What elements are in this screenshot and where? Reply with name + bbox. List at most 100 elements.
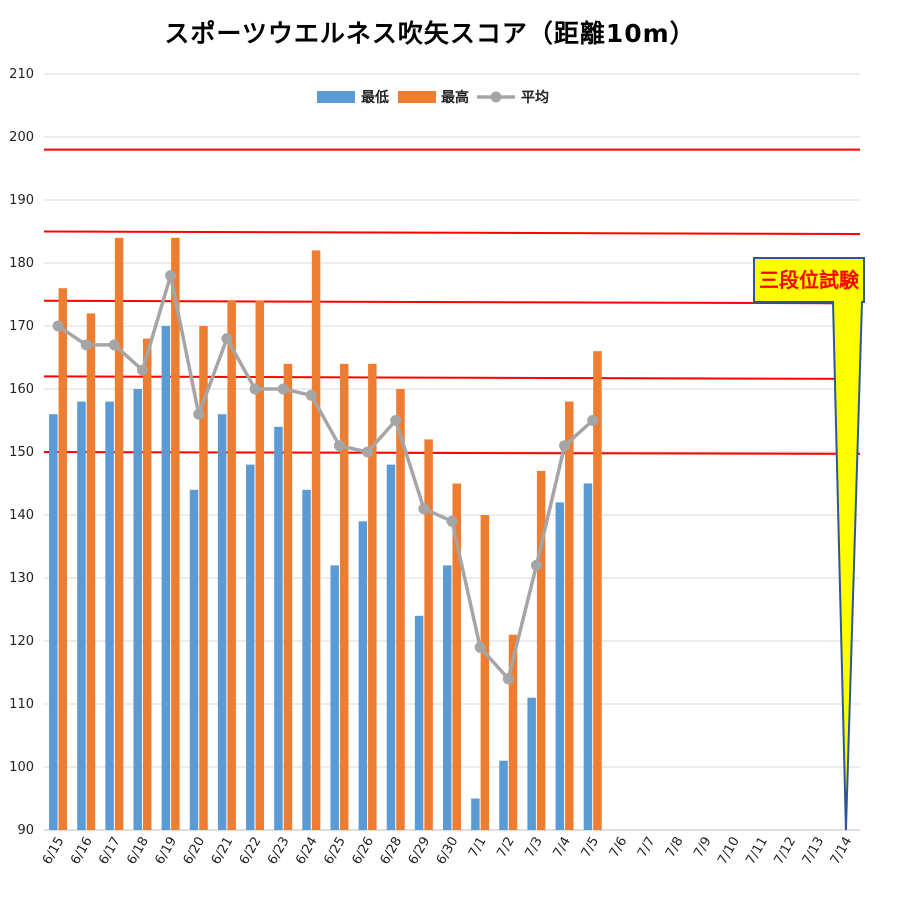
- x-tick-label: 7/12: [772, 835, 800, 868]
- legend-swatch-min: [317, 91, 355, 103]
- average-line-layer: [52, 270, 599, 685]
- bar-max: [480, 515, 490, 830]
- bar-min: [133, 389, 142, 830]
- bar-max: [199, 326, 208, 830]
- x-tick-label: 7/1: [466, 835, 489, 861]
- y-tick-label: 90: [17, 823, 34, 838]
- x-tick-label: 6/30: [434, 835, 462, 868]
- average-point: [362, 446, 374, 458]
- bar-min: [330, 565, 339, 830]
- x-tick-label: 6/23: [265, 835, 293, 868]
- bar-max: [424, 439, 433, 830]
- bar-max: [536, 470, 546, 830]
- y-tick-label: 120: [9, 634, 34, 649]
- bar-min: [161, 326, 171, 830]
- reference-line: [43, 230, 861, 236]
- x-tick-label: 7/3: [522, 835, 545, 861]
- x-tick-label: 7/7: [635, 835, 658, 861]
- x-tick-label: 7/13: [800, 835, 828, 868]
- legend-swatch-max: [398, 91, 436, 103]
- bar-max: [283, 363, 293, 830]
- x-tick-label: 6/28: [378, 835, 406, 868]
- average-point: [108, 339, 120, 351]
- average-point: [502, 673, 514, 685]
- bar-max: [114, 237, 124, 831]
- x-tick-label: 6/19: [152, 835, 180, 868]
- y-tick-label: 210: [9, 67, 34, 82]
- x-tick-label: 7/4: [551, 835, 574, 861]
- x-tick-label: 6/18: [124, 835, 152, 868]
- y-tick-label: 170: [9, 319, 34, 334]
- x-tick-label: 7/2: [494, 835, 517, 861]
- x-tick-label: 7/10: [715, 835, 743, 868]
- legend-label-min: 最低: [361, 89, 389, 106]
- bar-layer: [49, 237, 602, 831]
- legend-label-max: 最高: [441, 89, 469, 106]
- reference-line: [43, 451, 861, 455]
- callout-box: [753, 257, 865, 831]
- average-point: [221, 333, 233, 345]
- bar-min: [302, 489, 311, 830]
- y-tick-label: 130: [9, 571, 34, 586]
- legend: 最低 最高 平均: [317, 89, 549, 106]
- y-tick-label: 180: [9, 256, 34, 271]
- bar-min: [77, 401, 86, 830]
- bar-max: [86, 313, 96, 830]
- x-tick-label: 7/6: [607, 835, 630, 861]
- bar-min: [555, 502, 565, 830]
- average-point: [277, 383, 289, 395]
- bar-min: [414, 615, 424, 830]
- bar-min: [443, 565, 452, 830]
- bar-min: [358, 521, 368, 830]
- average-point: [474, 641, 486, 653]
- bar-min: [583, 483, 593, 830]
- bar-max: [508, 634, 518, 830]
- bar-max: [565, 401, 574, 830]
- bar-min: [499, 760, 508, 830]
- average-point: [418, 503, 430, 515]
- bar-min: [527, 697, 536, 830]
- bar-max: [171, 237, 180, 831]
- average-point: [530, 559, 542, 571]
- callout: 三段位試験: [753, 257, 865, 831]
- bar-min: [386, 464, 396, 830]
- bar-max: [396, 389, 405, 830]
- x-tick-label: 6/22: [237, 835, 265, 868]
- reference-line: [43, 375, 861, 380]
- bar-max: [593, 351, 602, 830]
- bar-max: [58, 288, 68, 830]
- x-tick-label: 6/20: [181, 835, 209, 868]
- average-point: [587, 415, 599, 426]
- average-point: [80, 339, 92, 351]
- bar-max: [142, 338, 152, 830]
- bar-max: [227, 300, 236, 830]
- reference-lines: [43, 148, 861, 455]
- average-point: [136, 364, 148, 376]
- y-tick-label: 200: [9, 130, 34, 145]
- y-tick-label: 100: [9, 760, 34, 775]
- average-point: [249, 383, 261, 395]
- y-tick-label: 160: [9, 382, 34, 397]
- bar-min: [274, 426, 283, 830]
- legend-label-avg: 平均: [521, 89, 549, 106]
- reference-line: [43, 299, 861, 305]
- average-point: [333, 440, 345, 452]
- y-tick-label: 140: [9, 508, 34, 523]
- chart-title: スポーツウエルネス吹矢スコア（距離10m）: [164, 19, 696, 48]
- x-tick-label: 6/26: [349, 835, 377, 868]
- bar-min: [189, 489, 199, 830]
- x-tick-label: 7/9: [691, 835, 714, 861]
- x-tick-label: 6/17: [96, 835, 124, 868]
- bar-min: [246, 464, 255, 830]
- bar-max: [311, 250, 321, 830]
- average-point: [390, 415, 402, 426]
- average-point: [52, 320, 64, 332]
- legend-marker-avg: [490, 91, 502, 103]
- y-tick-label: 110: [9, 697, 34, 712]
- x-tick-label: 6/21: [209, 835, 237, 868]
- bar-max: [452, 483, 461, 830]
- bar-max: [255, 300, 265, 830]
- x-tick-label: 7/5: [579, 835, 602, 861]
- average-point: [165, 270, 177, 282]
